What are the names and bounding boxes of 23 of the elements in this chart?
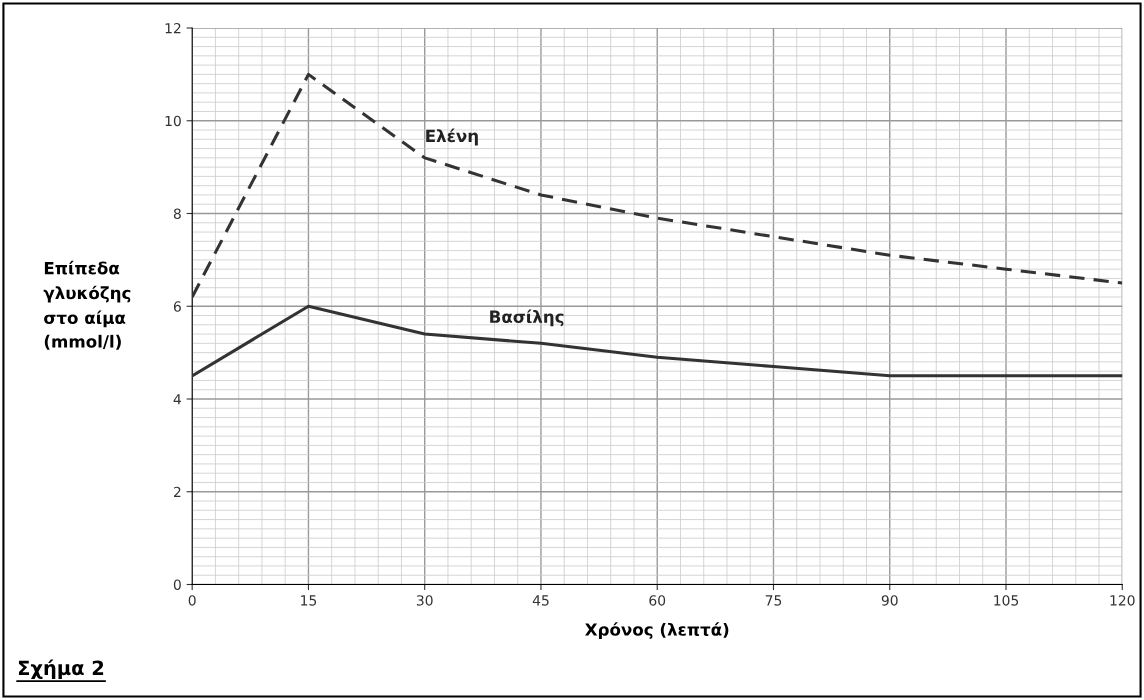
x-tick-label: 105: [994, 595, 1019, 606]
y-tick-label: 12: [165, 22, 181, 34]
y-tick-label: 4: [173, 394, 181, 405]
x-tick-label: 30: [416, 595, 433, 606]
text: Σχήμα 2: [18, 659, 104, 679]
line-series: [192, 72, 1123, 299]
x-axis-title: Χρόνος (λεπτά): [585, 622, 729, 640]
line-series: [192, 304, 1123, 378]
x-tick-label: 90: [881, 595, 898, 606]
series-label: Ελένη: [426, 128, 478, 146]
series-label: Βασίλης: [490, 309, 564, 327]
y-tick-label: 10: [165, 115, 181, 127]
x-tick-label: 75: [765, 595, 782, 606]
y-tick-label: 0: [173, 579, 181, 590]
x-tick-label: 15: [301, 595, 317, 606]
y-axis-title: Επίπεδα γλυκόζης στο αίμα (mmol/l): [43, 260, 131, 350]
y-tick-label: 8: [173, 208, 181, 219]
x-tick-label: 60: [649, 595, 666, 606]
x-tick-label: 0: [188, 595, 196, 606]
y-tick-label: 2: [173, 486, 181, 498]
y-tick-label: 6: [173, 301, 181, 312]
x-tick-label: 45: [532, 595, 549, 606]
x-tick-label: 120: [1110, 595, 1135, 606]
